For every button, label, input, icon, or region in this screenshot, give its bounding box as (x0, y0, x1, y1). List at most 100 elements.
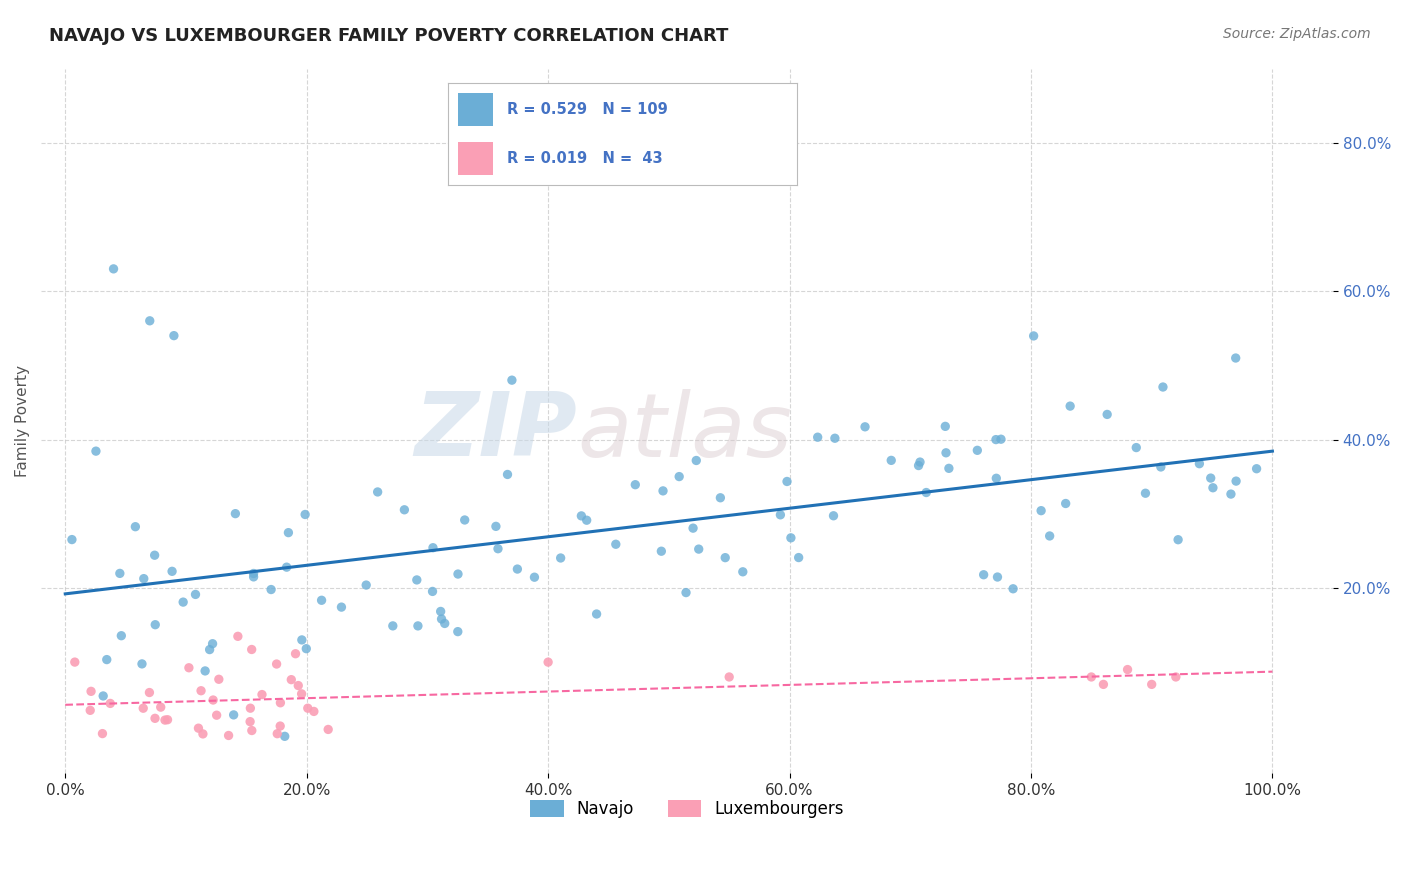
Point (1002, 582, 1025, 596)
Point (295, 641, 318, 656)
Point (132, 572, 155, 586)
Point (1202, 481, 1225, 495)
Point (202, 693, 225, 707)
Point (226, 629, 249, 643)
Point (1095, 408, 1118, 422)
Point (447, 624, 470, 639)
Point (222, 707, 245, 722)
Text: NAVAJO VS LUXEMBOURGER FAMILY POVERTY CORRELATION CHART: NAVAJO VS LUXEMBOURGER FAMILY POVERTY CO… (49, 27, 728, 45)
Point (709, 491, 731, 505)
Point (1188, 457, 1211, 471)
Point (160, 565, 183, 579)
Point (242, 566, 264, 581)
Point (550, 551, 572, 566)
Point (138, 685, 160, 699)
Point (624, 477, 647, 491)
Point (688, 542, 710, 557)
Point (110, 629, 132, 643)
Point (1054, 496, 1077, 510)
Point (269, 696, 291, 710)
Point (430, 612, 453, 626)
Y-axis label: Family Poverty: Family Poverty (15, 365, 30, 477)
Point (108, 566, 131, 581)
Point (177, 661, 200, 675)
Point (1029, 503, 1052, 517)
Point (224, 507, 246, 521)
Point (501, 373, 523, 387)
Point (91, 689, 114, 703)
Point (447, 567, 470, 582)
Point (240, 642, 263, 657)
Point (354, 578, 377, 592)
Point (990, 432, 1012, 446)
Point (84, 444, 107, 458)
Point (650, 544, 672, 558)
Point (934, 419, 956, 434)
Point (485, 519, 508, 533)
Point (454, 513, 477, 527)
Point (935, 446, 957, 460)
Point (1135, 486, 1157, 500)
Point (266, 727, 288, 741)
Point (330, 600, 353, 615)
Point (184, 587, 207, 601)
Point (394, 503, 416, 517)
Point (98, 697, 121, 711)
Point (575, 513, 598, 527)
Point (668, 469, 690, 483)
Point (714, 550, 737, 565)
Point (239, 701, 262, 715)
Point (80, 684, 103, 698)
Point (79, 703, 101, 717)
Point (1080, 670, 1102, 684)
Point (316, 723, 339, 737)
Point (280, 673, 302, 687)
Point (986, 570, 1008, 584)
Point (675, 585, 697, 599)
Point (1246, 461, 1268, 475)
Point (605, 537, 627, 551)
Point (769, 508, 792, 522)
Point (191, 727, 214, 741)
Point (1125, 441, 1147, 455)
Point (291, 632, 314, 647)
Point (284, 647, 307, 661)
Point (1164, 670, 1187, 684)
Point (311, 593, 333, 607)
Point (1167, 533, 1189, 547)
Point (880, 453, 903, 467)
Point (682, 521, 704, 535)
Point (218, 729, 240, 743)
Point (1219, 487, 1241, 501)
Point (205, 708, 228, 723)
Point (1150, 460, 1173, 475)
Point (907, 458, 929, 473)
Point (208, 673, 231, 687)
Point (973, 567, 995, 582)
Point (143, 711, 166, 725)
Point (422, 584, 444, 599)
Point (172, 595, 194, 609)
Point (381, 619, 404, 633)
Point (908, 455, 931, 469)
Point (984, 433, 1007, 447)
Point (291, 687, 314, 701)
Point (187, 721, 209, 735)
Point (274, 729, 297, 743)
Point (96, 652, 118, 666)
Point (139, 314, 162, 328)
Point (486, 541, 509, 556)
Point (143, 548, 166, 562)
Point (966, 443, 988, 458)
Point (297, 701, 319, 715)
Point (103, 261, 125, 276)
Point (287, 679, 309, 693)
Point (1022, 329, 1045, 343)
Text: ZIP: ZIP (415, 388, 576, 475)
Point (190, 683, 212, 698)
Point (824, 431, 846, 445)
Point (201, 637, 224, 651)
Point (194, 664, 217, 678)
Point (496, 467, 519, 482)
Point (1140, 677, 1163, 691)
